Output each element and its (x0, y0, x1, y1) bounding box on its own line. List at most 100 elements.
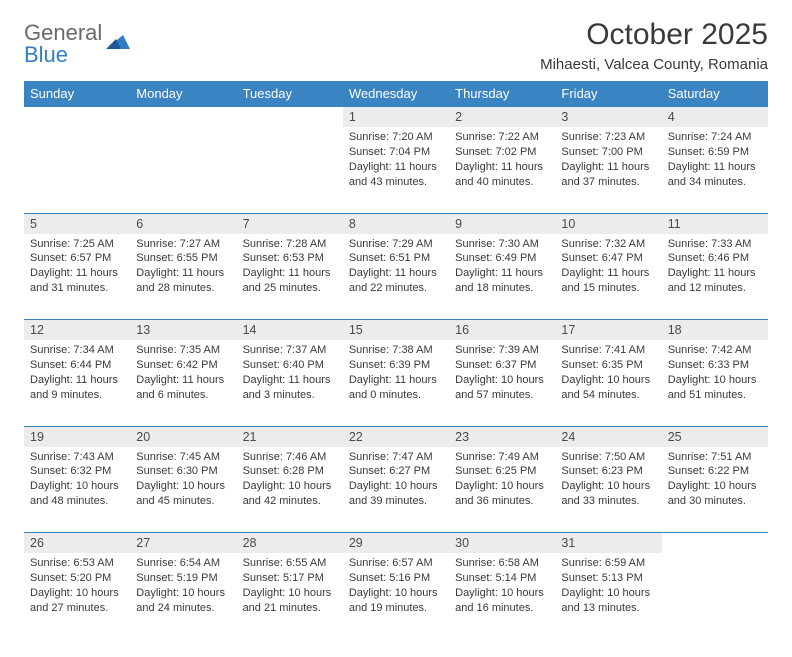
sunrise-line: Sunrise: 7:28 AM (243, 237, 337, 252)
sunset-line: Sunset: 6:35 PM (561, 358, 655, 373)
daylight-line: Daylight: 11 hours and 6 minutes. (136, 373, 230, 403)
day-number-cell: 18 (662, 320, 768, 341)
day-number-cell: 12 (24, 320, 130, 341)
sunrise-label: Sunrise: (349, 451, 392, 463)
sunrise-label: Sunrise: (668, 238, 711, 250)
daylight-line: Daylight: 10 hours and 45 minutes. (136, 479, 230, 509)
sunrise-line: Sunrise: 7:35 AM (136, 343, 230, 358)
daylight-line: Daylight: 11 hours and 43 minutes. (349, 160, 443, 190)
sunrise-label: Sunrise: (243, 451, 286, 463)
daylight-label: Daylight: (30, 587, 76, 599)
day-content-cell: Sunrise: 6:57 AMSunset: 5:16 PMDaylight:… (343, 553, 449, 639)
day-number-cell: 17 (555, 320, 661, 341)
day-content-row: Sunrise: 7:34 AMSunset: 6:44 PMDaylight:… (24, 340, 768, 426)
sunset-value: 7:04 PM (389, 146, 430, 158)
logo-line1: General (24, 22, 102, 44)
sunset-value: 6:53 PM (283, 252, 324, 264)
daylight-label: Daylight: (349, 587, 395, 599)
day-content-row: Sunrise: 6:53 AMSunset: 5:20 PMDaylight:… (24, 553, 768, 639)
sunrise-label: Sunrise: (668, 451, 711, 463)
sunrise-label: Sunrise: (455, 451, 498, 463)
sunrise-line: Sunrise: 7:38 AM (349, 343, 443, 358)
sunrise-label: Sunrise: (561, 344, 604, 356)
sunrise-value: 7:29 AM (392, 238, 432, 250)
sunset-value: 6:22 PM (708, 465, 749, 477)
sunrise-label: Sunrise: (349, 344, 392, 356)
sunrise-line: Sunrise: 7:30 AM (455, 237, 549, 252)
sunrise-value: 7:28 AM (286, 238, 326, 250)
daylight-label: Daylight: (561, 587, 607, 599)
sunrise-value: 7:30 AM (499, 238, 539, 250)
day-number-cell: 10 (555, 213, 661, 234)
sunrise-value: 7:41 AM (605, 344, 645, 356)
day-content-cell: Sunrise: 7:37 AMSunset: 6:40 PMDaylight:… (237, 340, 343, 426)
day-number-row: 567891011 (24, 213, 768, 234)
day-number-cell: 26 (24, 533, 130, 554)
sunrise-label: Sunrise: (136, 344, 179, 356)
sunrise-label: Sunrise: (136, 238, 179, 250)
daylight-label: Daylight: (455, 480, 501, 492)
sunset-line: Sunset: 6:25 PM (455, 464, 549, 479)
sunset-line: Sunset: 6:27 PM (349, 464, 443, 479)
daylight-label: Daylight: (561, 480, 607, 492)
sunset-label: Sunset: (136, 465, 176, 477)
day-content-cell: Sunrise: 7:39 AMSunset: 6:37 PMDaylight:… (449, 340, 555, 426)
sunset-label: Sunset: (243, 465, 283, 477)
daylight-line: Daylight: 10 hours and 30 minutes. (668, 479, 762, 509)
day-content-cell: Sunrise: 7:22 AMSunset: 7:02 PMDaylight:… (449, 127, 555, 213)
sunset-value: 6:51 PM (389, 252, 430, 264)
daylight-label: Daylight: (668, 374, 714, 386)
sunrise-line: Sunrise: 6:55 AM (243, 556, 337, 571)
sunrise-value: 7:45 AM (180, 451, 220, 463)
sunrise-value: 7:24 AM (711, 131, 751, 143)
day-number-cell: 16 (449, 320, 555, 341)
day-number-cell: 11 (662, 213, 768, 234)
daylight-line: Daylight: 11 hours and 31 minutes. (30, 266, 124, 296)
sunset-value: 5:20 PM (70, 572, 111, 584)
day-number-row: 1234 (24, 107, 768, 128)
sunrise-label: Sunrise: (243, 557, 286, 569)
weekday-header: Tuesday (237, 81, 343, 107)
sunrise-value: 7:47 AM (392, 451, 432, 463)
daylight-label: Daylight: (136, 480, 182, 492)
sunrise-value: 7:39 AM (499, 344, 539, 356)
day-content-cell: Sunrise: 6:53 AMSunset: 5:20 PMDaylight:… (24, 553, 130, 639)
sunset-value: 6:59 PM (708, 146, 749, 158)
day-content-cell: Sunrise: 7:33 AMSunset: 6:46 PMDaylight:… (662, 234, 768, 320)
calendar-table: Sunday Monday Tuesday Wednesday Thursday… (24, 81, 768, 639)
daylight-line: Daylight: 11 hours and 12 minutes. (668, 266, 762, 296)
day-number-row: 12131415161718 (24, 320, 768, 341)
daylight-label: Daylight: (30, 480, 76, 492)
sunrise-label: Sunrise: (30, 344, 73, 356)
sunrise-value: 7:20 AM (392, 131, 432, 143)
weekday-header: Sunday (24, 81, 130, 107)
daylight-line: Daylight: 11 hours and 0 minutes. (349, 373, 443, 403)
day-number-row: 19202122232425 (24, 426, 768, 447)
day-content-cell: Sunrise: 6:55 AMSunset: 5:17 PMDaylight:… (237, 553, 343, 639)
sunset-line: Sunset: 6:22 PM (668, 464, 762, 479)
day-content-cell: Sunrise: 7:47 AMSunset: 6:27 PMDaylight:… (343, 447, 449, 533)
daylight-line: Daylight: 10 hours and 33 minutes. (561, 479, 655, 509)
day-content-cell: Sunrise: 7:25 AMSunset: 6:57 PMDaylight:… (24, 234, 130, 320)
daylight-label: Daylight: (243, 480, 289, 492)
sunset-label: Sunset: (349, 572, 389, 584)
sunset-line: Sunset: 5:14 PM (455, 571, 549, 586)
sunset-label: Sunset: (349, 359, 389, 371)
sunset-value: 7:00 PM (602, 146, 643, 158)
daylight-line: Daylight: 10 hours and 57 minutes. (455, 373, 549, 403)
day-number-row: 262728293031 (24, 533, 768, 554)
sunrise-label: Sunrise: (243, 344, 286, 356)
sunset-value: 6:40 PM (283, 359, 324, 371)
sunrise-line: Sunrise: 7:45 AM (136, 450, 230, 465)
day-number-cell: 20 (130, 426, 236, 447)
daylight-label: Daylight: (455, 267, 501, 279)
logo-triangle-icon (106, 33, 130, 56)
sunset-line: Sunset: 6:23 PM (561, 464, 655, 479)
sunrise-line: Sunrise: 7:49 AM (455, 450, 549, 465)
daylight-line: Daylight: 11 hours and 3 minutes. (243, 373, 337, 403)
sunset-value: 6:49 PM (495, 252, 536, 264)
sunrise-line: Sunrise: 7:41 AM (561, 343, 655, 358)
sunrise-label: Sunrise: (561, 451, 604, 463)
daylight-line: Daylight: 10 hours and 16 minutes. (455, 586, 549, 616)
sunset-label: Sunset: (561, 146, 601, 158)
